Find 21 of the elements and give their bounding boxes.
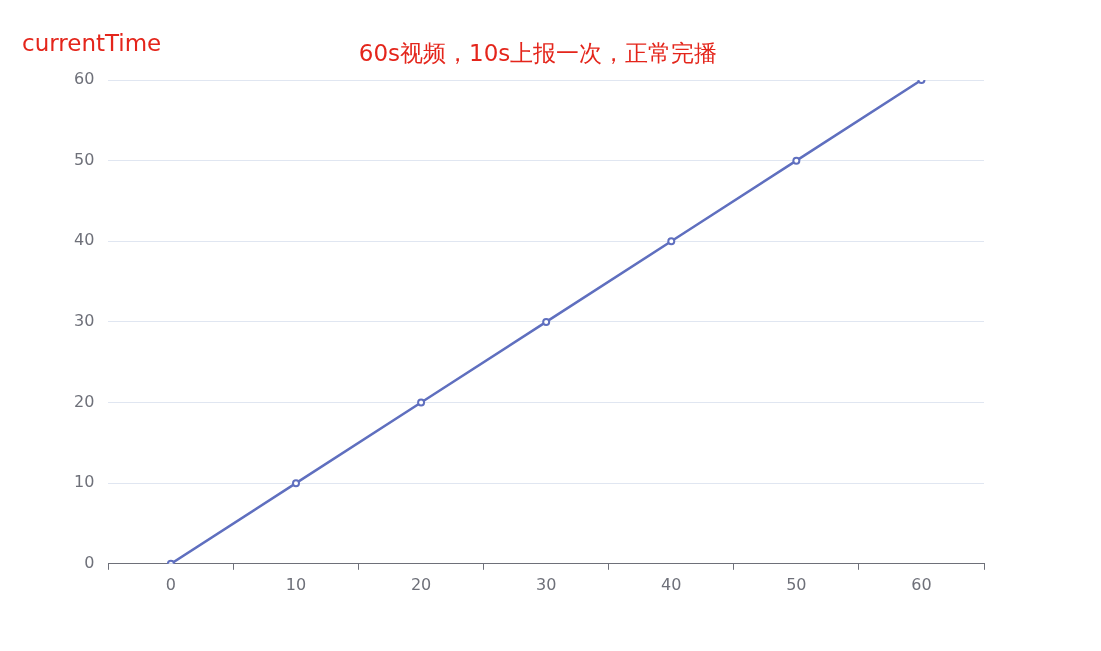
chart-title: 60s视频，10s上报一次，正常完播 (358, 40, 718, 66)
x-tick-label: 50 (786, 574, 807, 594)
y-axis-title: currentTime (22, 30, 162, 56)
x-tick-label: 0 (165, 574, 176, 594)
x-tick-label: 60 (911, 574, 932, 594)
point (667, 237, 676, 246)
y-tick-label: 50 (74, 149, 95, 169)
y-tick-label: 60 (74, 69, 95, 89)
point (292, 479, 300, 488)
y-tick-label: 20 (74, 391, 95, 411)
y-tick-label: 10 (74, 472, 95, 492)
point (792, 156, 801, 165)
x-tick-label: 20 (410, 574, 432, 594)
x-tick-label: 10 (285, 574, 307, 594)
y-tick-label: 0 (84, 552, 95, 572)
x-tick-label: 30 (536, 574, 557, 594)
x-tick-label: 40 (661, 574, 682, 594)
y-tick-label: 30 (74, 311, 95, 331)
y-tick-label: 40 (74, 230, 95, 250)
point (542, 317, 551, 326)
point (417, 398, 426, 407)
